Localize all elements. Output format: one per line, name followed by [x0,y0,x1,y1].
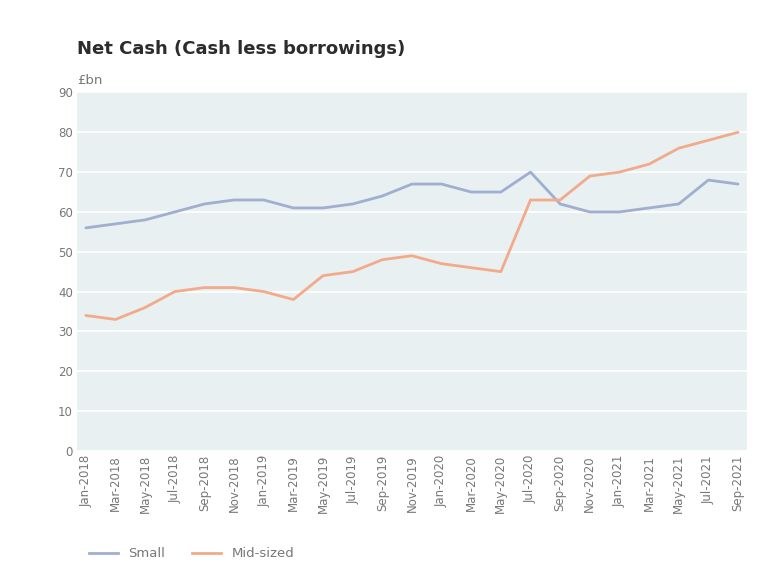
Small [644,205,654,212]
Small [614,209,624,216]
Mid-sized [467,264,476,271]
Mid-sized [644,161,654,168]
Small [229,197,239,203]
Small [526,169,535,176]
Small [437,180,446,187]
Small [170,209,179,216]
Mid-sized [674,144,683,151]
Mid-sized [348,268,357,275]
Mid-sized [289,296,298,303]
Small [467,188,476,195]
Mid-sized [614,169,624,176]
Small [378,192,387,199]
Mid-sized [704,137,713,144]
Small [555,201,564,208]
Mid-sized [229,284,239,291]
Small [348,201,357,208]
Mid-sized [585,173,594,180]
Small [496,188,505,195]
Mid-sized [437,260,446,267]
Small [319,205,328,212]
Mid-sized [200,284,209,291]
Small [200,201,209,208]
Small [585,209,594,216]
Mid-sized [319,272,328,279]
Mid-sized [259,288,269,295]
Small [674,201,683,208]
Small [111,220,120,227]
Mid-sized [555,197,564,203]
Mid-sized [526,197,535,203]
Small [289,205,298,212]
Mid-sized [407,252,417,259]
Legend: Small, Mid-sized: Small, Mid-sized [84,542,300,566]
Small [733,180,742,187]
Line: Small: Small [86,172,738,228]
Small [704,177,713,184]
Small [141,216,150,223]
Mid-sized [141,304,150,311]
Mid-sized [111,316,120,323]
Mid-sized [496,268,505,275]
Mid-sized [82,312,91,319]
Small [407,180,417,187]
Text: £bn: £bn [77,74,102,87]
Mid-sized [378,256,387,263]
Text: Net Cash (Cash less borrowings): Net Cash (Cash less borrowings) [77,40,405,58]
Small [82,224,91,231]
Mid-sized [733,129,742,136]
Mid-sized [170,288,179,295]
Small [259,197,269,203]
Line: Mid-sized: Mid-sized [86,132,738,320]
